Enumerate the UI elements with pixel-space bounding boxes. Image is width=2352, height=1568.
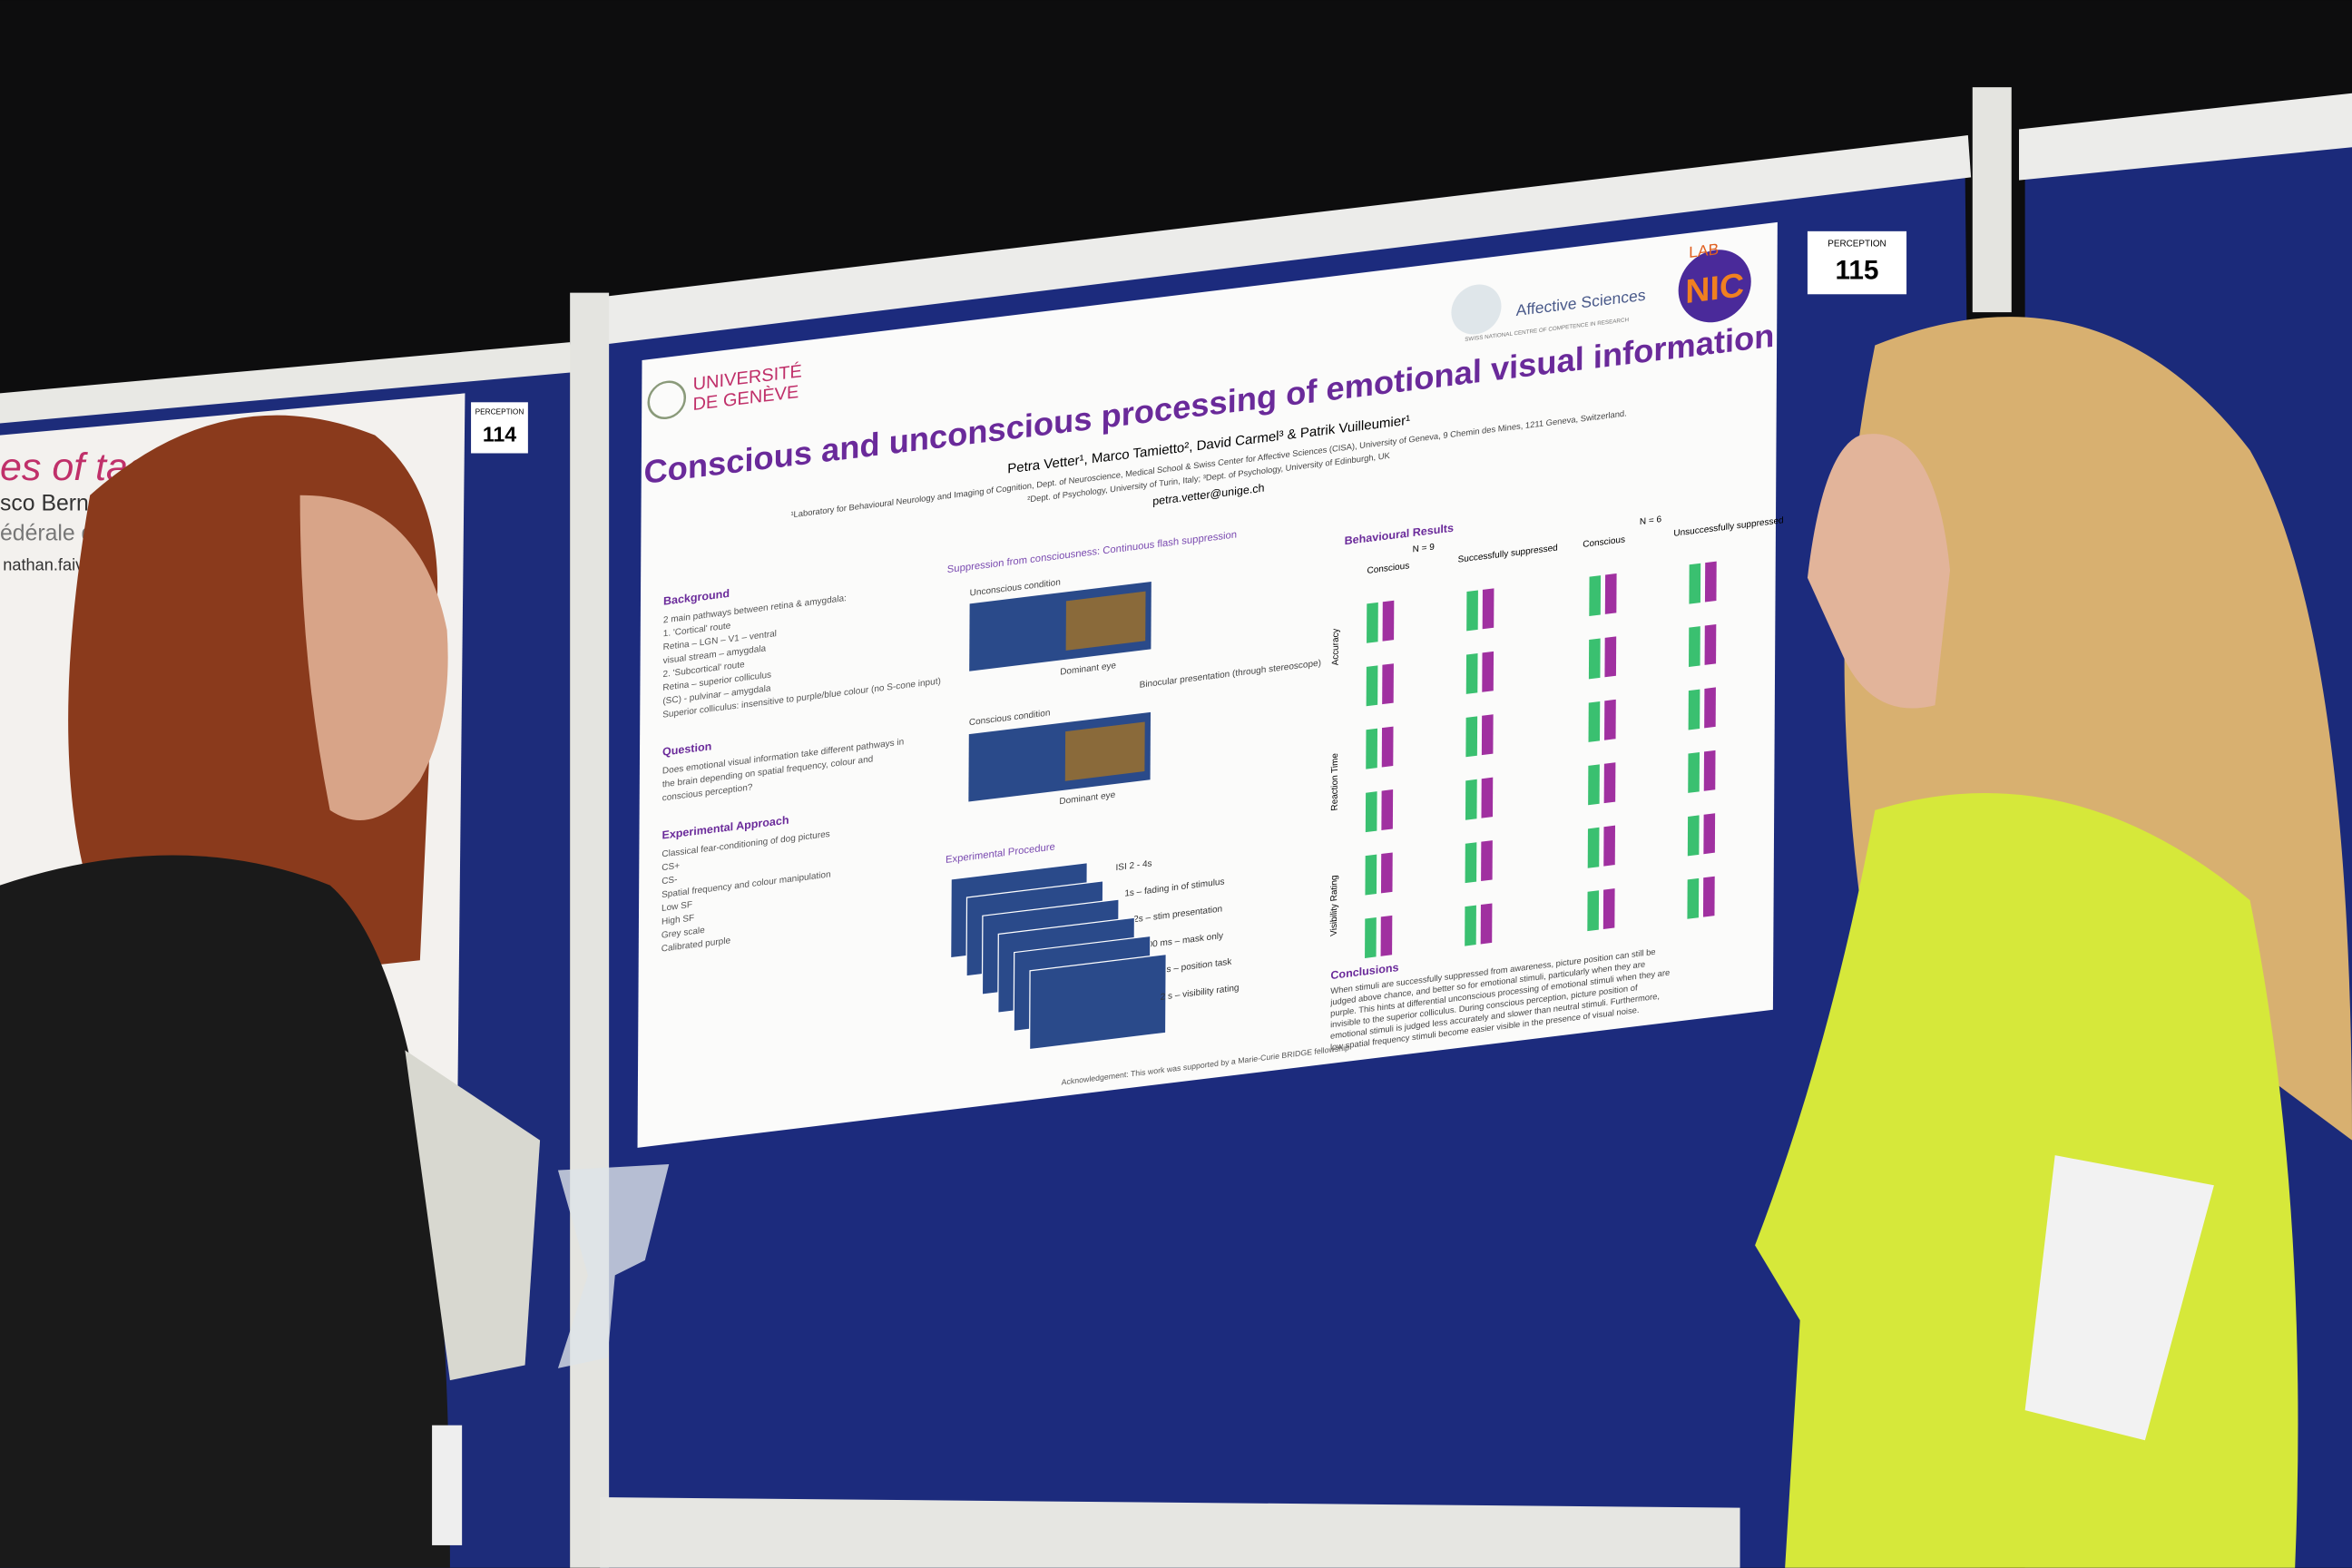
mask: [1065, 591, 1146, 651]
mini-bar: [1366, 665, 1378, 707]
middle-column: Suppression from consciousness: Continuo…: [946, 529, 1321, 1051]
mini-bar: [1482, 588, 1494, 630]
mini-bar: [1382, 600, 1395, 642]
fragment: nathan.faivre: [3, 555, 98, 573]
mini-bar: [1588, 701, 1601, 742]
procedure-screen: [1028, 953, 1167, 1051]
section-line: CS-: [662, 875, 677, 887]
mini-bar: [1688, 751, 1700, 793]
mini-bar: [1365, 791, 1377, 833]
mini-bar: [1587, 827, 1600, 868]
section-line: CS+: [662, 861, 680, 873]
mini-bar: [1380, 852, 1393, 894]
post: [570, 292, 610, 1568]
mini-bar: [1465, 842, 1477, 884]
mini-bar: [1366, 728, 1378, 769]
mini-bar: [1703, 813, 1716, 855]
mini-bar: [1481, 840, 1493, 882]
mini-bar: [1481, 777, 1494, 818]
mini-bar: [1365, 917, 1377, 958]
right-rail: [2019, 93, 2352, 181]
mini-bar: [1687, 815, 1700, 857]
procedure-step: ISI 2 - 4s: [1115, 858, 1152, 873]
mini-bar: [1465, 652, 1478, 694]
sweater: [0, 855, 450, 1568]
mini-bar: [1604, 699, 1616, 740]
mini-bar: [1704, 561, 1717, 603]
mini-bar: [1588, 638, 1601, 680]
left-rail: [0, 342, 573, 424]
bottom-rail: [600, 1497, 1740, 1568]
mini-bar: [1704, 624, 1717, 665]
mask: [1064, 721, 1145, 781]
mini-bar: [1702, 876, 1715, 917]
mini-bar: [1466, 590, 1478, 632]
poster-number-card: [471, 402, 528, 454]
mini-bar: [1688, 689, 1700, 730]
section-line: High SF: [662, 913, 694, 926]
mini-bar: [1381, 789, 1394, 830]
mini-bar: [1589, 575, 1602, 617]
poster-sheet: [637, 221, 1778, 1148]
section-heading: Question: [662, 740, 711, 758]
group-label: N = 6: [1640, 514, 1662, 527]
mini-bar: [1603, 762, 1616, 804]
mini-bar: [1367, 602, 1378, 643]
group-label: N = 9: [1413, 543, 1436, 555]
wine-glass: [557, 1164, 670, 1368]
mini-bar: [1587, 890, 1600, 932]
mini-bar: [1480, 903, 1493, 945]
fragment: édérale d: [0, 521, 93, 545]
mini-bar: [1482, 651, 1494, 692]
lab-logo: [1678, 250, 1751, 323]
mini-bar: [1365, 854, 1377, 896]
mini-bar: [1689, 626, 1700, 668]
mini-bar: [1687, 877, 1700, 919]
logo-affective: [1451, 284, 1502, 335]
mini-bar: [1602, 888, 1615, 930]
face: [1807, 434, 1950, 709]
row-label: Visibility Rating: [1329, 875, 1339, 936]
mini-bar: [1604, 636, 1617, 678]
mini-bar: [1603, 825, 1615, 867]
papers: [2024, 1155, 2214, 1441]
mini-bar: [1465, 716, 1478, 758]
mini-bar: [1465, 905, 1476, 946]
row-label: Accuracy: [1331, 628, 1341, 666]
mini-bar: [1604, 573, 1617, 614]
section-line: Low SF: [662, 900, 692, 914]
mini-bar: [1588, 764, 1600, 806]
post: [1972, 87, 2012, 313]
lab-label: LAB: [1689, 240, 1719, 261]
mini-bar: [1382, 663, 1394, 705]
mini-bar: [1689, 563, 1701, 604]
paper: [405, 1050, 541, 1381]
poster-number-card: [1807, 230, 1907, 295]
mini-bar: [1380, 915, 1393, 956]
mini-bar: [1465, 779, 1477, 820]
poster-number: 114: [483, 422, 516, 446]
mini-bar: [1381, 726, 1394, 768]
logo-seal: [647, 380, 687, 420]
face: [299, 495, 448, 820]
badge: [432, 1425, 463, 1545]
poster-number: 115: [1835, 256, 1878, 286]
number-label: PERCEPTION: [1828, 239, 1886, 249]
mini-bar: [1704, 687, 1716, 729]
nic-label: NIC: [1685, 266, 1744, 311]
mini-bar: [1703, 750, 1716, 791]
number-label: PERCEPTION: [475, 408, 524, 416]
mini-bar: [1481, 714, 1494, 756]
row-label: Reaction Time: [1330, 752, 1340, 811]
poster: UNIVERSITÉ DE GENÈVE Affective Sciences …: [637, 221, 1784, 1148]
top-rail: [573, 135, 1972, 348]
